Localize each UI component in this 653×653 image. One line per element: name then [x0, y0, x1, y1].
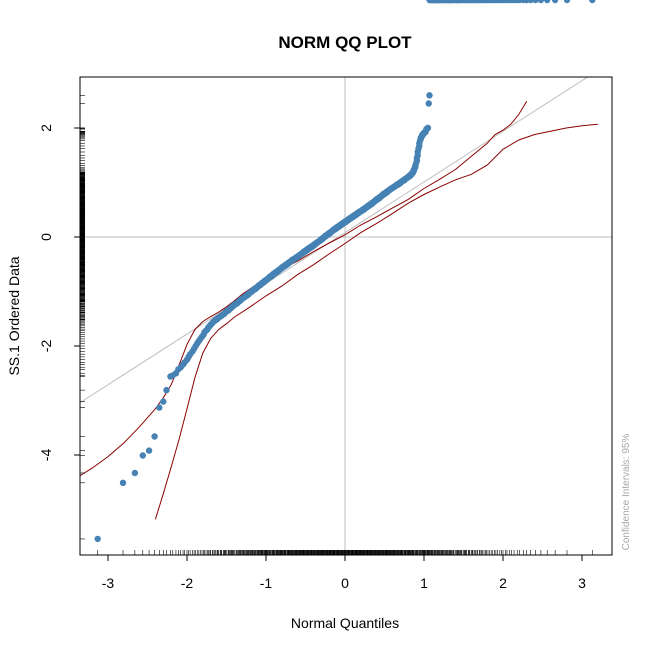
confidence-note: Confidence Intervals: 95%	[621, 434, 632, 551]
x-tick-label: 2	[499, 575, 507, 591]
data-point	[163, 386, 170, 394]
data-point	[151, 433, 158, 440]
x-tick-label: 3	[578, 575, 586, 591]
x-tick-label: 0	[341, 575, 349, 591]
data-point	[537, 0, 545, 4]
data-point	[424, 124, 432, 132]
data-point	[563, 0, 571, 4]
confidence-band-lower	[154, 123, 598, 520]
plot-frame	[79, 76, 613, 556]
x-axis-label: Normal Quantiles	[291, 615, 399, 631]
data-point	[527, 0, 534, 4]
plot-area: -3 -2 -1 0 1 2 3 -4 -2 0 2	[38, 0, 613, 591]
data-point	[426, 92, 433, 99]
data-point	[156, 404, 163, 411]
chart-title: NORM QQ PLOT	[278, 33, 412, 52]
data-point	[551, 0, 559, 4]
data-point	[544, 0, 551, 4]
data-point	[532, 0, 539, 4]
x-tick-label: -2	[181, 575, 194, 591]
data-point	[425, 100, 432, 107]
y-tick-label: -2	[38, 340, 54, 353]
x-tick-label: -3	[102, 575, 115, 591]
y-tick-label: -4	[38, 449, 54, 462]
data-point	[160, 398, 167, 405]
data-point	[119, 479, 127, 486]
x-tick-label: -1	[260, 575, 273, 591]
qq-reference-line	[80, 77, 589, 404]
data-point	[145, 447, 153, 454]
y-tick-label: 2	[38, 124, 54, 132]
data-point	[139, 452, 146, 459]
data-point	[589, 0, 596, 4]
y-axis-label: SS.1 Ordered Data	[6, 256, 22, 375]
y-tick-label: 0	[38, 233, 54, 241]
x-tick-label: 1	[420, 575, 428, 591]
data-point	[131, 469, 139, 477]
data-point	[94, 535, 101, 543]
